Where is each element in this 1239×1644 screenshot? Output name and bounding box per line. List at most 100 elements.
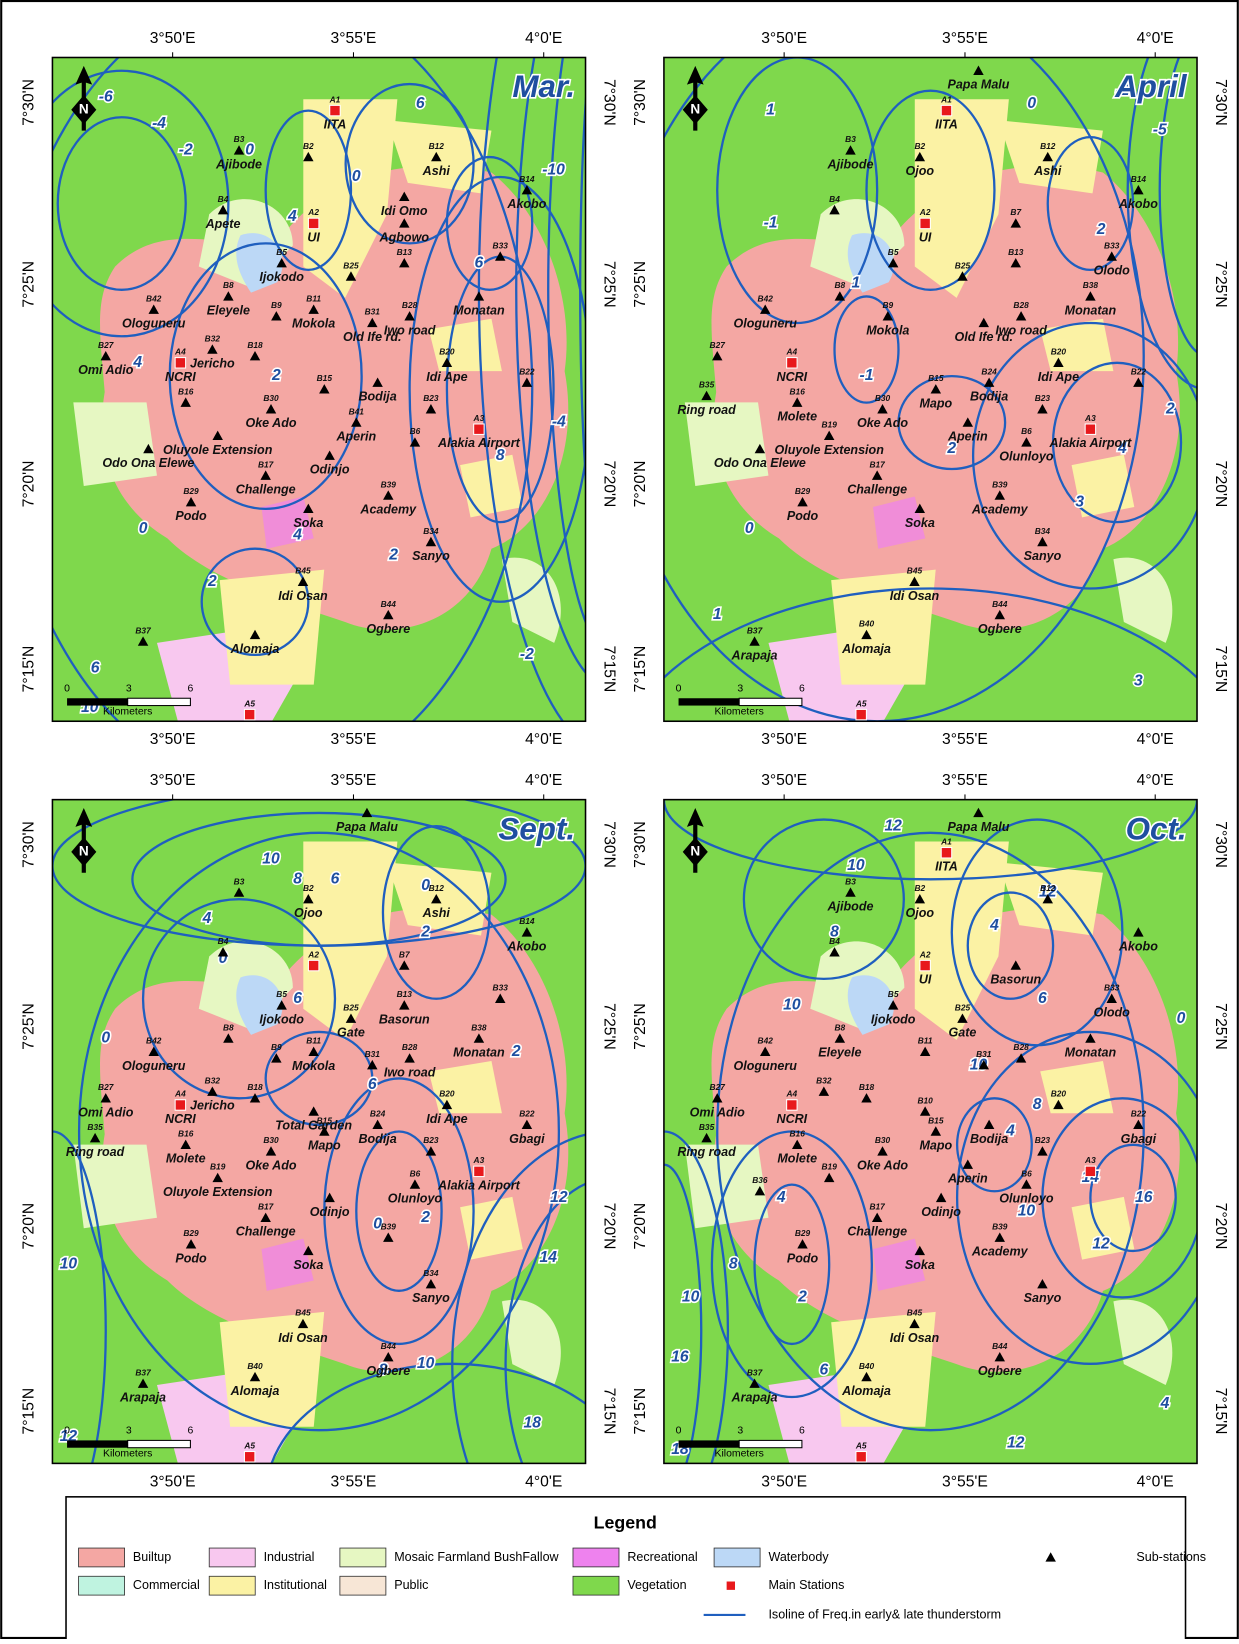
station-id: B22 — [1131, 366, 1147, 376]
y-tick-label: 7°30'N — [1212, 821, 1229, 868]
isoline-label: 2 — [1165, 400, 1175, 417]
isoline-label: 2 — [1096, 221, 1106, 238]
station-name: Ogbere — [366, 622, 410, 636]
sub-station — [797, 496, 808, 507]
sub-station — [324, 450, 335, 460]
station-name: Challenge — [847, 483, 907, 497]
legend-swatch — [339, 1547, 387, 1568]
y-tick-label: 7°15'N — [1212, 1388, 1229, 1435]
sub-station — [1133, 377, 1144, 387]
isoline — [445, 155, 534, 291]
x-tick-label: 3°55'E — [942, 1473, 988, 1490]
sub-station — [308, 1046, 319, 1057]
sub-station — [871, 1212, 883, 1222]
legend-label: Mosaic Farmland BushFallow — [394, 1550, 559, 1564]
station-name: Olunloyo — [999, 449, 1054, 463]
station-name: Monatan — [453, 1046, 505, 1060]
station-id: B4 — [218, 936, 229, 946]
isoline-label: 16 — [1135, 1189, 1153, 1206]
station-id: B24 — [981, 366, 997, 376]
scale-label: 0 — [64, 1426, 70, 1437]
station-id: B25 — [343, 260, 359, 270]
sub-station — [1037, 404, 1048, 414]
station-id: A4 — [174, 1089, 186, 1099]
sub-station — [1133, 185, 1144, 195]
sub-station — [930, 1126, 942, 1136]
station-name: Akobo — [1118, 197, 1158, 211]
map-panel: 3°50'E 3°50'E 3°55'E 3°55'E 4°0'E 4°0'E 7°30'N… — [632, 30, 1229, 748]
station-name: Ajibode — [827, 157, 874, 171]
scale-unit: Kilometers — [103, 707, 152, 718]
sub-station — [148, 1046, 159, 1057]
sub-station — [233, 145, 245, 155]
station-id: B5 — [276, 247, 287, 257]
station-name: Molete — [166, 1152, 206, 1166]
station-name: Olunloyo — [388, 1192, 443, 1206]
station-name: Mokola — [292, 1059, 335, 1073]
legend-label: Waterbody — [768, 1550, 829, 1564]
x-tick-label: 3°55'E — [331, 1473, 377, 1490]
sub-station — [914, 1245, 926, 1256]
isoline-label: 2 — [797, 1289, 807, 1306]
sub-station — [223, 291, 234, 301]
sub-station — [399, 191, 410, 202]
legend-swatch — [78, 1547, 125, 1568]
isoline — [579, 89, 586, 490]
station-id: A3 — [473, 413, 485, 423]
sub-station — [861, 1093, 872, 1103]
isoline — [477, 57, 565, 722]
north-diamond — [682, 837, 708, 867]
panel-title: April — [1114, 69, 1188, 104]
sub-station — [823, 430, 835, 441]
station-id: B9 — [882, 300, 893, 310]
sub-station — [265, 404, 277, 414]
station-name: Jericho — [190, 356, 235, 370]
station-name: Bodija — [358, 1132, 396, 1146]
station-name: Odo Ona Elewe — [102, 456, 194, 470]
sub-station — [345, 1013, 357, 1023]
sub-station — [994, 1232, 1005, 1242]
sub-station — [399, 258, 410, 268]
x-tick-label: 4°0'E — [1137, 731, 1174, 748]
sub-station — [404, 1053, 415, 1063]
station-id: B15 — [928, 373, 944, 383]
station-id: B3 — [234, 134, 245, 144]
station-name: Challenge — [236, 483, 296, 497]
isoline-label: 10 — [262, 851, 280, 868]
station-id: B12 — [429, 883, 445, 893]
isoline-label: 18 — [524, 1415, 542, 1432]
station-id: B42 — [758, 1036, 774, 1046]
station-id: B32 — [816, 1075, 832, 1085]
scale-label: 6 — [188, 684, 194, 695]
land-use — [52, 57, 586, 722]
scale-bar — [738, 697, 803, 707]
x-tick-label: 3°50'E — [761, 1473, 807, 1490]
station-name: Ring road — [66, 1145, 125, 1159]
station-name: Eleyele — [818, 1046, 861, 1060]
station-name: Mokola — [866, 323, 909, 337]
sub-station — [887, 258, 899, 268]
legend-label: Institutional — [264, 1578, 327, 1592]
sub-station — [759, 304, 771, 314]
station-id: B41 — [349, 406, 365, 416]
sub-station — [180, 1139, 191, 1149]
isoline — [663, 799, 1198, 881]
scale-unit: Kilometers — [103, 1449, 152, 1460]
sub-station — [1133, 927, 1144, 937]
station-name: Apete — [205, 217, 241, 231]
isoline-label: 6 — [331, 870, 340, 887]
sub-station — [345, 271, 357, 281]
sub-station — [749, 1378, 760, 1388]
scale-bar — [127, 1439, 191, 1449]
scale-label: 3 — [126, 1426, 132, 1437]
x-tick-label: 4°0'E — [1137, 772, 1174, 789]
isoline-label: -1 — [764, 215, 778, 232]
sub-station — [1053, 357, 1064, 367]
sub-station — [249, 350, 261, 361]
sub-station — [217, 204, 229, 215]
sub-station — [303, 503, 314, 514]
sub-station — [973, 65, 984, 75]
isoline-label: 4 — [292, 527, 302, 544]
scale-label: 0 — [676, 684, 682, 695]
sub-station — [303, 1245, 314, 1256]
